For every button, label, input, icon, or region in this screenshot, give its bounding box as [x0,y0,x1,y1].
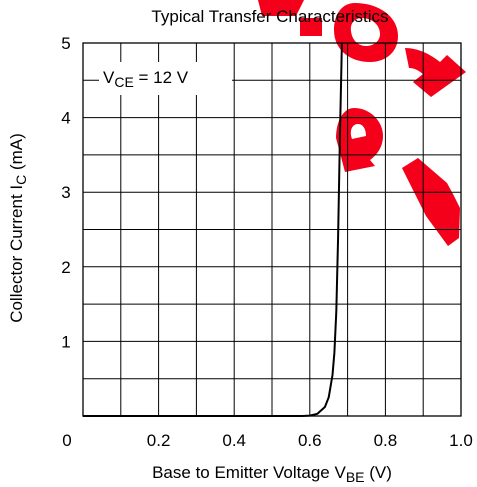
grid [83,43,461,416]
x-tick-label: 0.6 [298,431,322,450]
series-line [83,42,343,417]
y-axis-label: Collector Current IC (mA) [7,133,29,323]
watermark-stroke-3 [334,3,398,62]
x-axis-label: Base to Emitter Voltage VBE (V) [152,463,392,485]
watermark-stroke-6 [402,158,460,246]
watermark-stroke-4 [405,48,466,97]
y-axis-label-main: Collector Current I [7,185,26,323]
x-tick-label: 0 [62,431,71,450]
x-tick-label: 0.2 [147,431,171,450]
x-axis-label-main: Base to Emitter Voltage V [152,463,346,482]
x-axis-label-sub: BE [346,469,365,485]
y-tick-label: 1 [61,332,70,351]
y-axis-label-unit: (mA) [7,133,26,175]
vce-subscript: CE [114,74,133,90]
annotation-background [99,62,232,95]
vce-annotation: VCE = 12 V [103,68,189,90]
x-tick-labels: 0 0.2 0.4 0.6 0.8 1.0 [62,431,473,450]
chart-title: Typical Transfer Characteristics [151,7,388,26]
x-tick-label: 0.8 [374,431,398,450]
vce-symbol: V [103,68,115,87]
y-tick-label: 3 [61,183,70,202]
y-tick-labels: 1 2 3 4 5 [61,34,70,351]
vce-value: = 12 V [134,68,189,87]
series-layer [83,42,343,417]
y-tick-label: 2 [61,258,70,277]
watermark: new [258,0,466,246]
watermark-stroke-2 [300,18,322,36]
y-tick-label: 5 [61,34,70,53]
x-tick-label: 1.0 [449,431,473,450]
y-axis-label-sub: C [13,175,29,185]
watermark-stroke-1 [258,0,304,16]
y-tick-label: 4 [61,109,70,128]
x-tick-label: 0.4 [222,431,246,450]
x-axis-label-unit: (V) [365,463,392,482]
